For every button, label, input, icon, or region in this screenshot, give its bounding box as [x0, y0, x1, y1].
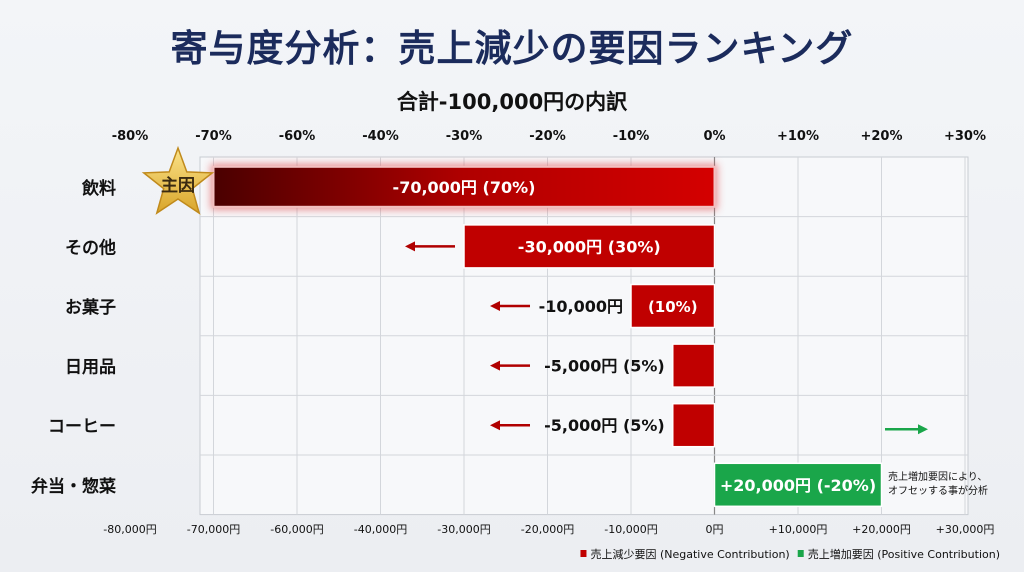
category-label: コーヒー [48, 417, 116, 437]
annotation-text: 売上増加要因により、 [888, 470, 987, 483]
top-axis-tick: -10% [613, 129, 650, 144]
data-label-percent: (10%) [648, 298, 698, 316]
top-axis-tick: -70% [195, 129, 232, 144]
bottom-axis-tick: 0円 [706, 523, 724, 536]
bar [672, 343, 716, 388]
bottom-axis-tick: +10,000円 [769, 523, 828, 536]
category-label: 飲料 [81, 178, 116, 199]
bottom-axis-tick: -70,000円 [187, 523, 240, 536]
top-axis-tick: +30% [944, 129, 986, 144]
legend-label: 売上増加要因 (Positive Contribution) [808, 548, 1000, 561]
chart-title: 寄与度分析：売上減少の要因ランキング [170, 27, 854, 70]
legend-swatch [580, 550, 587, 557]
bottom-axis-tick: -10,000円 [604, 523, 657, 536]
badge-text: 主因 [161, 175, 195, 196]
top-axis-tick: -60% [279, 129, 316, 144]
data-label: +20,000円 (-20%) [720, 476, 876, 495]
bottom-axis-tick: -30,000円 [437, 523, 490, 536]
top-axis-tick: +20% [860, 129, 902, 144]
top-axis-tick: -40% [362, 129, 399, 144]
category-label: お菓子 [65, 298, 116, 318]
top-axis-tick: -20% [529, 129, 566, 144]
legend-label: 売上減少要因 (Negative Contribution) [590, 547, 789, 561]
arrow-left-icon [490, 360, 500, 371]
top-axis-tick: 0% [703, 129, 725, 144]
bar [463, 224, 716, 269]
bottom-axis-tick: -20,000円 [521, 523, 574, 536]
bottom-axis-tick: +20,000円 [852, 523, 911, 536]
arrow-left-icon [490, 301, 500, 311]
arrow-right-icon [918, 424, 928, 435]
data-label: -5,000円 (5%) [544, 416, 665, 435]
data-label: -70,000円 (70%) [393, 178, 536, 197]
star-icon [141, 145, 215, 215]
bottom-axis-tick: -60,000円 [270, 523, 323, 536]
category-label: 弁当・惣菜 [31, 476, 117, 497]
annotation-text: オフセッする事が分析 [888, 484, 988, 497]
top-axis-tick: -30% [446, 129, 483, 144]
bottom-axis-tick: -80,000円 [103, 523, 156, 536]
bottom-axis-tick: -40,000円 [354, 523, 407, 536]
legend-swatch [797, 550, 804, 557]
data-label: -30,000円 (30%) [518, 237, 661, 256]
arrow-left-icon [490, 420, 500, 431]
chart-subtitle: 合計-100,000円の内訳 [396, 90, 628, 114]
bar [212, 165, 716, 208]
category-label: 日用品 [65, 358, 116, 378]
category-label: その他 [65, 237, 116, 258]
arrow-left-icon [405, 241, 415, 252]
bar [630, 283, 716, 329]
top-axis-tick: -80% [112, 129, 149, 144]
data-label: -5,000円 (5%) [544, 357, 665, 376]
bar [713, 462, 883, 508]
top-axis-tick: +10% [777, 129, 819, 144]
bar [672, 402, 716, 448]
bottom-axis-tick: +30,000円 [936, 523, 995, 536]
data-label: -10,000円 [539, 297, 623, 316]
